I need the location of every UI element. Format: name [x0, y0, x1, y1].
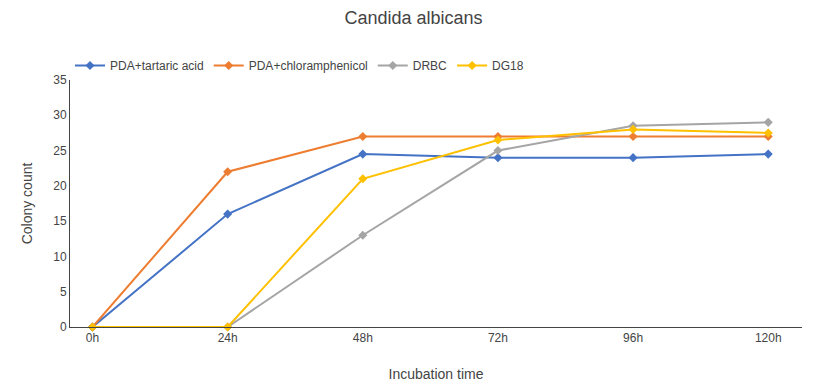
svg-text:30: 30: [53, 108, 67, 122]
svg-text:72h: 72h: [488, 331, 508, 345]
svg-text:Colony count: Colony count: [19, 163, 35, 245]
svg-text:25: 25: [53, 144, 67, 158]
svg-text:48h: 48h: [353, 331, 373, 345]
svg-text:0h: 0h: [86, 331, 99, 345]
svg-text:PDA+chloramphenicol: PDA+chloramphenicol: [249, 59, 368, 73]
svg-text:120h: 120h: [755, 331, 782, 345]
svg-text:15: 15: [53, 214, 67, 228]
svg-text:96h: 96h: [623, 331, 643, 345]
svg-text:Incubation time: Incubation time: [389, 366, 484, 382]
svg-text:0: 0: [60, 320, 67, 334]
svg-text:24h: 24h: [218, 331, 238, 345]
svg-text:35: 35: [53, 73, 67, 87]
svg-text:PDA+tartaric acid: PDA+tartaric acid: [110, 59, 204, 73]
svg-text:DG18: DG18: [492, 59, 524, 73]
svg-text:10: 10: [53, 250, 67, 264]
svg-text:20: 20: [53, 179, 67, 193]
svg-text:DRBC: DRBC: [413, 59, 447, 73]
svg-text:5: 5: [60, 285, 67, 299]
svg-text:Candida albicans: Candida albicans: [344, 8, 482, 28]
